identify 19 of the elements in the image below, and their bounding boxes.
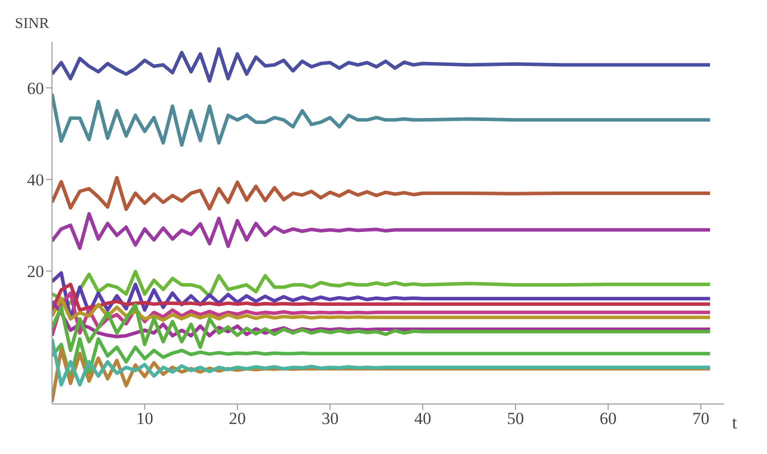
y-tick-label: 40	[27, 170, 44, 190]
y-axis-title: SINR	[14, 16, 50, 32]
line-series	[52, 212, 712, 250]
x-tick-label: 30	[322, 409, 339, 428]
y-tick-label: 20	[27, 262, 44, 282]
x-tick-label: 10	[136, 409, 154, 428]
line-series	[52, 296, 712, 322]
line-series	[52, 282, 712, 312]
x-tick-label: 20	[228, 409, 246, 428]
x-tick-label: 50	[506, 409, 524, 428]
y-tick-label: 60	[27, 78, 44, 98]
x-axis-title: t	[732, 412, 738, 432]
line-series	[52, 176, 712, 212]
x-tick-label: 40	[414, 409, 432, 428]
x-tick-label: 70	[692, 409, 710, 428]
line-series	[52, 92, 712, 147]
line-series	[52, 47, 712, 83]
line-series	[52, 270, 712, 305]
x-tick-label: 60	[600, 409, 617, 428]
